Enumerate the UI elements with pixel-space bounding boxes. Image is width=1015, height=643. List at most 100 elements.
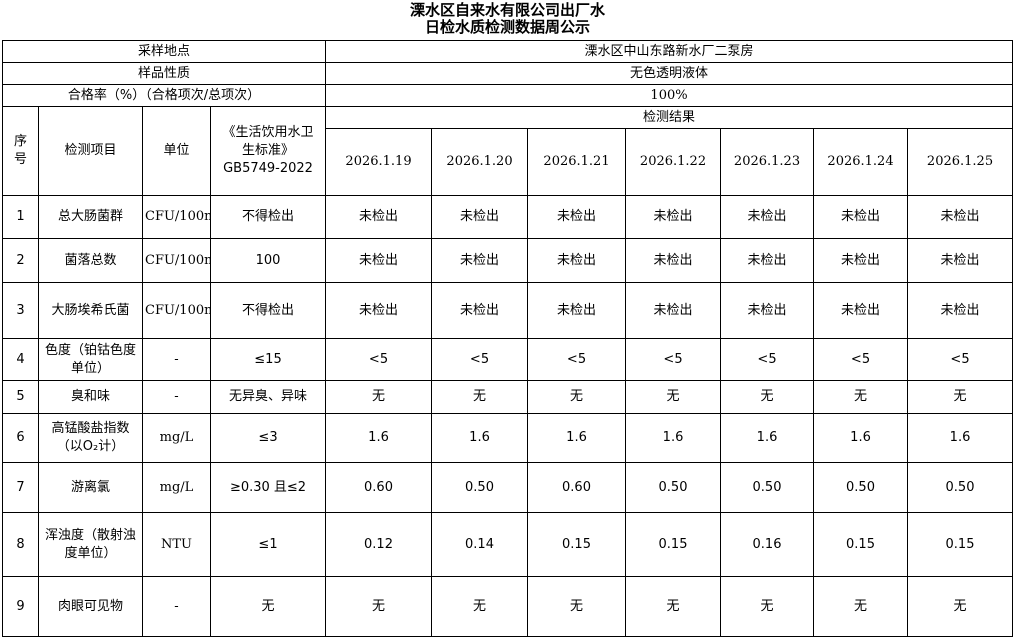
row-unit: CFU/100mL [142,238,211,283]
row-standard: ≤1 [209,512,327,577]
result-cell: 无 [431,380,529,414]
result-cell: 未检出 [907,238,1014,283]
result-cell: 0.15 [907,512,1014,577]
row-item: 高锰酸盐指数（以O₂计） [38,413,143,463]
row-unit: CFU/100mL [142,282,211,339]
result-cell: 1.6 [431,413,529,463]
result-cell: 无 [907,380,1014,414]
result-cell: 0.14 [431,512,529,577]
row-unit: NTU [142,512,211,577]
result-cell: 0.15 [813,512,909,577]
result-cell: 0.16 [720,512,815,577]
result-cell: 未检出 [527,282,627,339]
info-row: 合格率（%）（合格项次/总项次） 100% [1,84,1014,107]
result-cell: 1.6 [907,413,1014,463]
result-cell: 0.50 [813,462,909,513]
date-row: 2026.1.19 2026.1.20 2026.1.21 2026.1.22 2026… [3,128,1014,196]
row-unit: - [142,380,211,414]
result-cell: <5 [431,338,529,381]
result-cell: 1.6 [813,413,909,463]
result-cell: 0.50 [720,462,815,513]
result-cell: 未检出 [720,282,815,339]
row-unit: - [142,338,211,381]
result-cell: 无 [813,380,909,414]
result-cell: 未检出 [431,238,529,283]
info-label: 合格率（%）（合格项次/总项次） [1,84,327,107]
date-header: 2026.1.25 [907,128,1014,196]
result-cell: 未检出 [325,282,433,339]
result-cell: 未检出 [720,238,815,283]
date-header: 2026.1.22 [625,128,722,196]
table-row: 8 浑浊度（散射浊度单位） NTU ≤1 0.12 0.14 0.15 0.15 0.16 0.1… [2,512,1014,577]
result-cell: <5 [527,338,627,381]
info-label: 采样地点 [1,40,327,63]
row-seq: 1 [2,195,39,239]
result-cell: <5 [625,338,722,381]
table-row: 6 高锰酸盐指数（以O₂计） mg/L ≤3 1.6 1.6 1.6 1.6 1.6 1.6 1.6 [2,413,1014,463]
row-standard: 不得检出 [209,282,327,339]
water-quality-table: 采样地点 溧水区中山东路新水厂二泵房 样品性质 无色透明液体 合格率（%）（合格… [1,40,1014,637]
info-row: 采样地点 溧水区中山东路新水厂二泵房 [1,40,1014,63]
row-item: 游离氯 [38,462,143,513]
result-cell: 1.6 [720,413,815,463]
row-seq: 9 [2,576,39,637]
row-standard: ≤3 [209,413,327,463]
result-cell: <5 [325,338,433,381]
result-cell: 1.6 [625,413,722,463]
row-standard: 无 [209,576,327,637]
result-cell: 0.12 [325,512,433,577]
table-row: 3大肠埃希氏菌CFU/100mL不得检出未检出未检出未检出未检出未检出未检出未检… [2,282,1014,339]
result-cell: 未检出 [325,238,433,283]
row-seq: 2 [2,238,39,283]
row-item: 浑浊度（散射浊度单位） [38,512,143,577]
result-cell: 无 [907,576,1014,637]
table-row: 9 肉眼可见物 - 无无无无无无无无 [2,576,1014,637]
result-cell: <5 [907,338,1014,381]
result-cell: 未检出 [813,238,909,283]
result-cell: 未检出 [907,282,1014,339]
result-cell: 0.50 [431,462,529,513]
result-cell: 0.15 [625,512,722,577]
result-cell: 未检出 [431,195,529,239]
date-header: 2026.1.23 [720,128,815,196]
result-cell: 未检出 [720,195,815,239]
result-cell: 未检出 [527,238,627,283]
row-unit: CFU/100mL [142,195,211,239]
result-cell: 未检出 [813,195,909,239]
result-cell: 无 [813,576,909,637]
info-label: 样品性质 [1,62,327,85]
info-value: 无色透明液体 [325,62,1014,85]
result-cell: 0.60 [527,462,627,513]
row-seq: 7 [2,462,39,513]
result-cell: 无 [625,380,722,414]
info-value: 溧水区中山东路新水厂二泵房 [325,40,1014,63]
row-unit: - [142,576,211,637]
result-cell: 0.50 [907,462,1014,513]
table-row: 4 色度（铂钴色度单位） - ≤15 <5 <5 <5 <5 <5 <5 <5 [2,338,1014,381]
row-item: 菌落总数 [38,238,143,283]
result-cell: 未检出 [813,282,909,339]
result-cell: 未检出 [431,282,529,339]
row-item: 色度（铂钴色度单位） [38,338,143,381]
row-standard: 无异臭、异味 [209,380,327,414]
title-line-1: 溧水区自来水有限公司出厂水 [409,1,605,19]
row-standard: 不得检出 [209,195,327,239]
title-line-2: 日检水质检测数据周公示 [424,18,590,36]
date-header: 2026.1.21 [527,128,627,196]
row-unit: mg/L [142,413,211,463]
result-cell: 未检出 [625,195,722,239]
row-item: 大肠埃希氏菌 [38,282,143,339]
result-cell: 无 [720,380,815,414]
row-standard: 100 [209,238,327,283]
result-cell: 无 [527,576,627,637]
result-cell: <5 [813,338,909,381]
row-seq: 5 [2,380,39,414]
result-cell: 0.15 [527,512,627,577]
result-cell: 无 [325,380,433,414]
table-row: 5 臭和味 - 无异臭、异味无无无无无无无 [2,380,1014,414]
row-unit: mg/L [142,462,211,513]
result-cell: 0.60 [325,462,433,513]
row-item: 臭和味 [38,380,143,414]
